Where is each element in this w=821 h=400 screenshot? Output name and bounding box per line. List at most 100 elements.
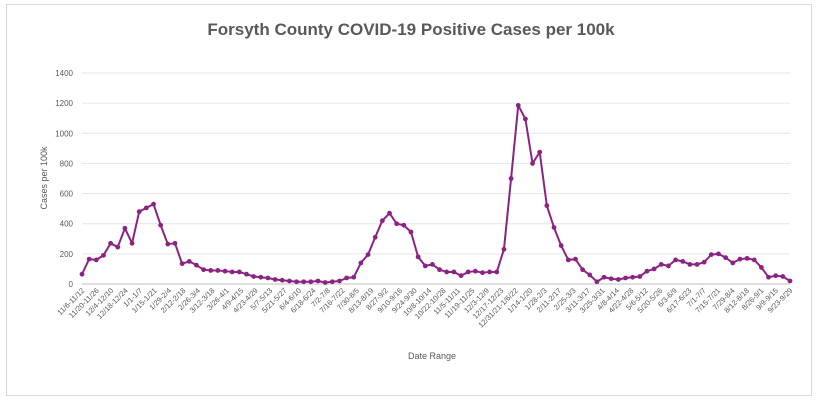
data-point [136, 209, 142, 215]
data-point [122, 225, 128, 231]
data-point [215, 268, 221, 273]
data-point [115, 244, 121, 250]
data-point [365, 252, 371, 258]
data-point [229, 269, 235, 275]
data-point [194, 262, 199, 268]
data-point [551, 225, 557, 230]
gridlines [82, 72, 790, 285]
data-point [780, 274, 786, 279]
data-point [379, 218, 385, 224]
data-point [294, 279, 299, 285]
data-point [286, 278, 292, 284]
data-point [93, 257, 99, 263]
data-point [730, 260, 736, 266]
y-axis-label: Cases per 100k [39, 146, 49, 210]
data-point [758, 265, 764, 270]
data-point [201, 267, 206, 273]
data-point [344, 275, 350, 281]
data-point [222, 268, 228, 274]
data-point [515, 103, 521, 108]
data-point [179, 261, 185, 267]
data-point [494, 269, 500, 275]
data-point [415, 254, 421, 260]
data-point [522, 116, 528, 122]
data-point [530, 161, 535, 166]
data-point [358, 260, 364, 266]
data-point [151, 201, 156, 207]
y-tick-label: 1400 [55, 69, 73, 78]
data-point [279, 277, 285, 283]
data-point [158, 222, 164, 228]
data-point [723, 255, 729, 261]
data-point [172, 240, 178, 246]
data-point [587, 272, 593, 278]
data-point [430, 262, 435, 267]
data-point [372, 234, 378, 240]
chart-frame [6, 4, 812, 396]
data-point [580, 267, 586, 273]
data-point [408, 229, 414, 235]
data-point [258, 274, 264, 280]
data-point [401, 222, 407, 228]
data-point [79, 271, 85, 277]
data-point [501, 246, 507, 252]
y-axis-ticks: 0 200 400 600 800 1000 1200 1400 [55, 69, 73, 289]
data-point [322, 280, 328, 285]
x-axis-ticks: 11/6-11/1211/20-11/2612/4-12/1012/18-12/… [55, 286, 794, 330]
data-point [630, 274, 636, 280]
data-point [244, 271, 249, 277]
data-point [744, 255, 750, 261]
data-point [666, 263, 671, 269]
data-point [623, 275, 628, 281]
data-point [608, 276, 614, 282]
y-tick-label: 600 [60, 190, 74, 199]
data-point [394, 221, 400, 227]
data-point [236, 269, 242, 275]
data-point [315, 278, 321, 284]
data-point [651, 266, 657, 272]
chart-title: Forsyth County COVID-19 Positive Cases p… [207, 20, 615, 39]
data-point [422, 263, 428, 269]
data-point [773, 273, 779, 279]
data-point [615, 277, 621, 282]
data-point [186, 258, 192, 264]
data-point [129, 240, 135, 246]
data-point [716, 251, 721, 257]
y-tick-label: 1000 [55, 129, 73, 138]
data-point [594, 279, 600, 285]
data-point [487, 269, 493, 275]
data-point [272, 277, 278, 282]
data-point [387, 210, 392, 216]
data-point [601, 274, 607, 280]
y-tick-label: 800 [60, 159, 74, 168]
data-point [458, 273, 464, 279]
series-line [79, 103, 793, 285]
data-point [437, 267, 442, 273]
data-point [558, 243, 564, 248]
data-point [451, 269, 457, 275]
data-point [465, 269, 471, 275]
data-point [308, 279, 314, 285]
data-point [766, 274, 771, 280]
y-tick-label: 400 [60, 220, 74, 229]
data-point [694, 262, 700, 267]
data-point [687, 262, 693, 267]
data-point [658, 262, 664, 267]
data-point [701, 259, 707, 265]
data-point [301, 279, 307, 285]
data-point [644, 268, 650, 274]
data-point [143, 205, 149, 211]
data-point [751, 257, 757, 263]
series-path [81, 104, 791, 284]
data-point [537, 149, 543, 155]
data-point [165, 241, 171, 247]
data-point [472, 268, 478, 274]
data-point [787, 278, 793, 284]
y-tick-label: 1200 [55, 99, 73, 108]
data-point [444, 269, 450, 275]
data-point [673, 257, 678, 263]
data-point [101, 252, 106, 258]
data-point [86, 256, 92, 262]
data-point [708, 252, 714, 258]
